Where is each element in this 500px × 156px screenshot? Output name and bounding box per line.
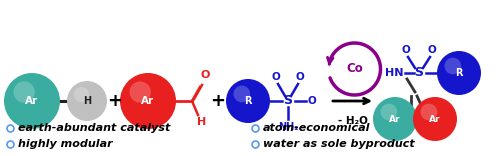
Text: HN: HN — [384, 68, 403, 78]
Circle shape — [226, 79, 270, 123]
Text: O: O — [296, 72, 304, 82]
Circle shape — [74, 87, 89, 102]
Text: earth-abundant catalyst: earth-abundant catalyst — [18, 123, 171, 133]
Circle shape — [420, 104, 437, 120]
Text: +: + — [210, 92, 226, 110]
Text: Ar: Ar — [26, 96, 38, 106]
Circle shape — [334, 49, 374, 89]
Circle shape — [14, 81, 35, 103]
Text: O: O — [428, 45, 436, 55]
Circle shape — [373, 97, 417, 141]
Circle shape — [380, 104, 397, 120]
Circle shape — [130, 81, 151, 103]
Circle shape — [67, 81, 107, 121]
Text: O: O — [272, 72, 280, 82]
Text: O: O — [200, 70, 209, 80]
Circle shape — [234, 86, 250, 102]
Text: water as sole byproduct: water as sole byproduct — [263, 139, 415, 149]
Text: R: R — [455, 68, 463, 78]
Circle shape — [437, 51, 481, 95]
Text: H: H — [198, 117, 206, 127]
Text: atom-economical: atom-economical — [263, 123, 370, 133]
Text: O: O — [308, 96, 316, 106]
Text: NH₂: NH₂ — [278, 122, 298, 132]
Text: +: + — [108, 92, 122, 110]
Text: H: H — [83, 96, 91, 106]
Text: O: O — [402, 45, 410, 55]
Text: Ar: Ar — [389, 115, 401, 124]
Text: S: S — [414, 66, 424, 80]
Text: Co: Co — [346, 63, 363, 76]
Text: - H₂O: - H₂O — [338, 116, 368, 126]
Circle shape — [444, 58, 461, 74]
Text: Ar: Ar — [429, 115, 441, 124]
Text: Ar: Ar — [142, 96, 154, 106]
Circle shape — [120, 73, 176, 129]
Circle shape — [413, 97, 457, 141]
Text: S: S — [284, 95, 292, 107]
Text: highly modular: highly modular — [18, 139, 112, 149]
Circle shape — [4, 73, 60, 129]
Text: R: R — [244, 96, 252, 106]
